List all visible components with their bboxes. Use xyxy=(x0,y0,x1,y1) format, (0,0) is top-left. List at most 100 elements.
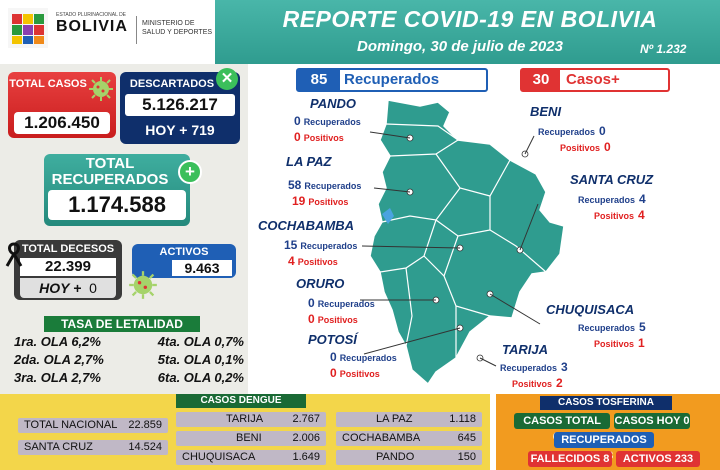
dengue-cochabamba: COCHABAMBA 645 xyxy=(336,431,482,446)
positivos-label: Positivos xyxy=(339,369,380,379)
decesos-hoy: HOY + 0 xyxy=(20,278,116,298)
bulletin-number: Nº 1.232 xyxy=(640,42,687,56)
recuperados-label: Recuperados xyxy=(304,181,362,191)
positivos-label: Positivos xyxy=(512,379,553,389)
descartados-label: DESCARTADOS xyxy=(129,78,215,90)
total-decesos-card: TOTAL DECESOS 22.399 HOY + 0 xyxy=(14,240,122,300)
letalidad-table: 1ra. OLA 6,2% 4ta. OLA 0,7% 2da. OLA 2,7%… xyxy=(14,334,244,388)
dengue-label: LA PAZ xyxy=(376,413,413,425)
dept-chuquisaca-name: CHUQUISACA xyxy=(546,302,635,317)
daily-recuperados-label: Recuperados xyxy=(344,71,440,88)
positivos-label: Positivos xyxy=(308,197,349,207)
positivos-label: Positivos xyxy=(303,133,344,143)
total-casos-card: TOTAL CASOS 1.206.450 xyxy=(8,72,116,138)
dept-pando-name: PANDO xyxy=(310,96,356,111)
tosferina-label: CASOS TOTAL xyxy=(523,415,601,427)
dept-pando-rec-value: 0 xyxy=(294,114,301,128)
dengue-label: COCHABAMBA xyxy=(342,432,421,444)
letalidad-cell: 6ta. OLA 0,2% xyxy=(157,370,244,385)
dept-potosi-positivos: 0 Positivos xyxy=(330,366,380,380)
letalidad-cell: 3ra. OLA 2,7% xyxy=(14,370,101,385)
dengue-label: PANDO xyxy=(376,451,415,463)
dept-oruro-pos-value: 0 xyxy=(308,312,315,326)
letalidad-row: 1ra. OLA 6,2% 4ta. OLA 0,7% xyxy=(14,334,244,352)
recuperados-label: Recuperados xyxy=(578,195,636,205)
recuperados-label: Recuperados xyxy=(578,323,636,333)
dengue-label: SANTA CRUZ xyxy=(24,441,93,453)
ministry-line1: MINISTERIO DE xyxy=(142,20,195,27)
letalidad-cell: 5ta. OLA 0,1% xyxy=(157,352,244,367)
x-circle-icon: ✕ xyxy=(216,68,238,90)
dept-tarija-rec-value: 3 xyxy=(561,360,568,374)
dept-oruro-recuperados: 0 Recuperados xyxy=(308,296,375,310)
dept-cochabamba-pos-value: 4 xyxy=(288,254,295,268)
daily-recuperados-badge: 85 Recuperados xyxy=(296,68,488,92)
dengue-value: 645 xyxy=(457,432,476,444)
activos-value: 9.463 xyxy=(172,260,232,276)
dept-chuquisaca-pos-value: 1 xyxy=(638,336,645,350)
dept-oruro-positivos: 0 Positivos xyxy=(308,312,358,326)
letalidad-cell: 1ra. OLA 6,2% xyxy=(14,334,101,349)
dengue-pando: PANDO 150 xyxy=(336,450,482,465)
title-band xyxy=(215,0,720,64)
dengue-label: CHUQUISACA xyxy=(182,451,256,463)
dengue-value: 2.006 xyxy=(292,432,320,444)
tosferina-label: CASOS HOY xyxy=(614,415,681,427)
positivos-label: Positivos xyxy=(594,339,635,349)
tosferina-activos: ACTIVOS 233 xyxy=(616,451,700,467)
dept-beni-name: BENI xyxy=(530,104,562,119)
tosferina-title: CASOS TOSFERINA xyxy=(540,396,672,410)
recuperados-label: Recuperados xyxy=(300,241,358,251)
recuperados-label: Recuperados xyxy=(538,127,596,137)
dept-potosi-rec-value: 0 xyxy=(330,350,337,364)
dept-lapaz-name: LA PAZ xyxy=(286,154,332,169)
tosferina-label: ACTIVOS xyxy=(622,453,672,465)
mourning-ribbon-icon xyxy=(5,242,23,267)
dept-santacruz-rec-value: 4 xyxy=(639,192,646,206)
dengue-value: 1.649 xyxy=(292,451,320,463)
dept-beni-rec-value: 0 xyxy=(599,124,606,138)
dengue-value: 14.524 xyxy=(128,441,162,453)
letalidad-row: 2da. OLA 2,7% 5ta. OLA 0,1% xyxy=(14,352,244,370)
dept-pando-recuperados: 0 Recuperados xyxy=(294,114,361,128)
dengue-label: TARIJA xyxy=(226,413,264,425)
letalidad-cell: 4ta. OLA 0,7% xyxy=(157,334,244,349)
total-recuperados-value: 1.174.588 xyxy=(48,190,186,220)
dept-potosi-name: POTOSÍ xyxy=(308,332,357,347)
positivos-label: Positivos xyxy=(297,257,338,267)
dengue-title: CASOS DENGUE xyxy=(176,394,306,408)
bolivia-coat-of-arms-icon xyxy=(8,8,48,48)
descartados-hoy: HOY + 719 xyxy=(125,122,235,138)
coronavirus-icon xyxy=(129,271,157,299)
positivos-label: Positivos xyxy=(594,211,635,221)
descartados-value: 5.126.217 xyxy=(125,94,235,116)
dengue-value: 150 xyxy=(457,451,476,463)
dengue-tarija: TARIJA 2.767 xyxy=(176,412,326,427)
activos-label: ACTIVOS xyxy=(159,246,209,258)
tosferina-label: FALLECIDOS xyxy=(530,453,601,465)
dept-potosi-pos-value: 0 xyxy=(330,366,337,380)
positivos-label: Positivos xyxy=(317,315,358,325)
dept-santacruz-positivos: Positivos 4 xyxy=(594,208,645,222)
plus-circle-icon: + xyxy=(178,160,202,184)
recuperados-label: Recuperados xyxy=(303,117,361,127)
dept-cochabamba-recuperados: 15 Recuperados xyxy=(284,238,357,252)
total-recuperados-label: TOTAL RECUPERADOS xyxy=(51,155,169,188)
recuperados-label: Recuperados xyxy=(317,299,375,309)
daily-casos-value: 30 xyxy=(522,70,560,90)
letalidad-row: 3ra. OLA 2,7% 6ta. OLA 0,2% xyxy=(14,370,244,388)
logo-line1: ESTADO PLURINACIONAL DE xyxy=(56,12,127,18)
total-casos-label: TOTAL CASOS xyxy=(9,78,87,90)
dept-cochabamba-name: COCHABAMBA xyxy=(258,218,355,233)
logo-line2: BOLIVIA xyxy=(56,18,128,35)
descartados-hoy-label: HOY + xyxy=(145,122,188,138)
dept-potosi-recuperados: 0 Recuperados xyxy=(330,350,397,364)
dept-pando-positivos: 0 Positivos xyxy=(294,130,344,144)
total-casos-value: 1.206.450 xyxy=(14,112,110,134)
dept-santacruz-pos-value: 4 xyxy=(638,208,645,222)
total-recuperados-card: TOTAL RECUPERADOS 1.174.588 xyxy=(44,154,190,226)
dept-santacruz-recuperados: Recuperados 4 xyxy=(578,192,646,206)
letalidad-title: TASA DE LETALIDAD xyxy=(44,316,200,332)
coronavirus-icon xyxy=(89,77,113,101)
dept-lapaz-positivos: 19 Positivos xyxy=(292,194,348,208)
